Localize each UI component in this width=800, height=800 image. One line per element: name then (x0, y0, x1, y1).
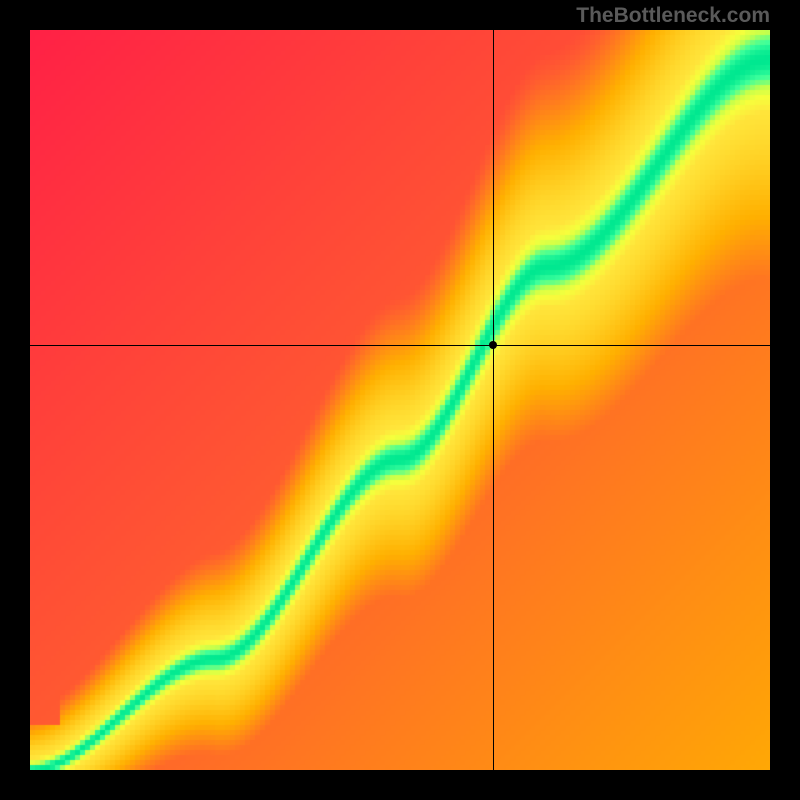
heatmap-plot (30, 30, 770, 770)
crosshair-marker-dot (489, 341, 497, 349)
crosshair-horizontal (30, 345, 770, 346)
chart-container: TheBottleneck.com (0, 0, 800, 800)
attribution-text: TheBottleneck.com (576, 4, 770, 28)
crosshair-vertical (493, 30, 494, 770)
heatmap-canvas (30, 30, 770, 770)
